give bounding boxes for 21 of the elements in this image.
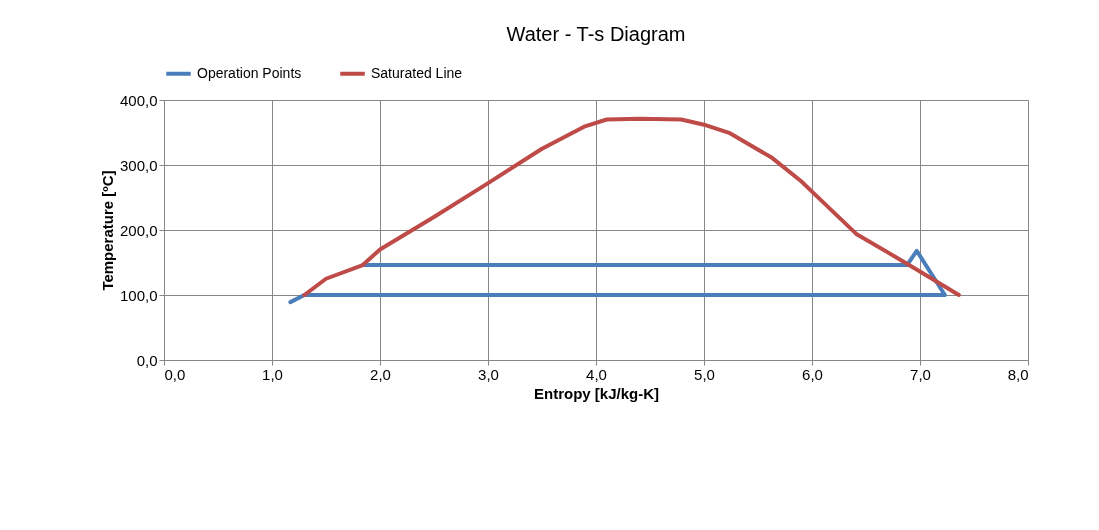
- x-tick-label: 3,0: [478, 365, 499, 383]
- y-axis-title: Temperature [ºC]: [98, 170, 116, 291]
- legend-label: Operation Points: [197, 64, 302, 81]
- y-tick-label: 0,0: [136, 351, 158, 369]
- x-tick-label: 7,0: [910, 365, 931, 383]
- x-tick-label: 6,0: [802, 365, 823, 383]
- x-tick-label: 0,0: [164, 365, 186, 383]
- legend-label: Saturated Line: [371, 64, 463, 81]
- x-tick-label: 1,0: [262, 365, 283, 383]
- y-tick-label: 400,0: [119, 91, 158, 109]
- x-tick-label: 5,0: [694, 365, 715, 383]
- x-tick-label: 2,0: [370, 365, 391, 383]
- chart-title: Water - T-s Diagram: [506, 23, 686, 45]
- y-tick-label: 300,0: [119, 156, 158, 174]
- line-series: [288, 248, 947, 305]
- y-tick-label: 200,0: [119, 221, 158, 239]
- x-tick-label: 4,0: [586, 365, 607, 383]
- y-tick-label: 100,0: [119, 286, 158, 304]
- x-tick-label: 8,0: [1007, 365, 1029, 383]
- x-axis-title: Entropy [kJ/kg-K]: [533, 384, 660, 402]
- line-series: [302, 116, 961, 297]
